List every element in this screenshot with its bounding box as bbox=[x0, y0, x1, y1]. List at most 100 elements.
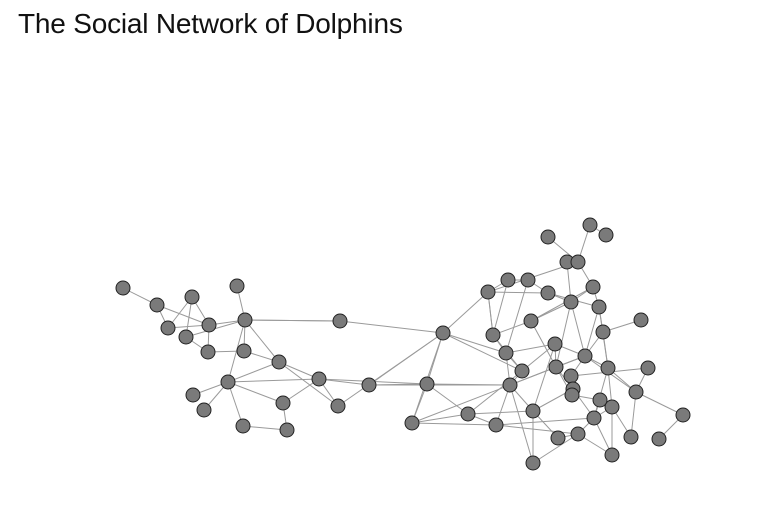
dolphin-node bbox=[598, 227, 614, 243]
dolphin-node bbox=[540, 229, 556, 245]
dolphin-node bbox=[237, 312, 253, 328]
dolphin-node bbox=[160, 320, 176, 336]
dolphin-node bbox=[604, 447, 620, 463]
dolphin-node bbox=[404, 415, 420, 431]
edge bbox=[227, 378, 320, 383]
dolphin-node bbox=[600, 360, 616, 376]
edge bbox=[411, 413, 469, 424]
dolphin-node bbox=[592, 392, 608, 408]
node-layer bbox=[115, 217, 691, 471]
edge bbox=[227, 381, 284, 404]
edge bbox=[244, 319, 341, 322]
dolphin-node bbox=[520, 272, 536, 288]
dolphin-node bbox=[675, 407, 691, 423]
dolphin-node bbox=[460, 406, 476, 422]
edge bbox=[426, 332, 444, 385]
edge bbox=[530, 320, 557, 368]
edge bbox=[244, 319, 280, 363]
dolphin-node bbox=[514, 363, 530, 379]
dolphin-node bbox=[563, 368, 579, 384]
dolphin-node bbox=[184, 289, 200, 305]
edge bbox=[411, 384, 511, 424]
dolphin-node bbox=[149, 297, 165, 313]
dolphin-node bbox=[651, 431, 667, 447]
edge bbox=[467, 370, 523, 415]
edge bbox=[505, 279, 529, 354]
edge bbox=[584, 306, 600, 357]
edge bbox=[505, 343, 556, 354]
dolphin-node bbox=[229, 278, 245, 294]
dolphin-node bbox=[361, 377, 377, 393]
dolphin-node bbox=[201, 317, 217, 333]
dolphin-node bbox=[577, 348, 593, 364]
edge bbox=[495, 424, 579, 435]
edge bbox=[532, 433, 579, 464]
edge bbox=[530, 286, 594, 322]
dolphin-node bbox=[604, 399, 620, 415]
dolphin-node bbox=[525, 403, 541, 419]
dolphin-node bbox=[595, 324, 611, 340]
dolphin-node bbox=[563, 294, 579, 310]
edge bbox=[509, 366, 557, 386]
edge bbox=[630, 391, 637, 438]
dolphin-node bbox=[523, 313, 539, 329]
dolphin-node bbox=[628, 384, 644, 400]
dolphin-node bbox=[330, 398, 346, 414]
edge bbox=[156, 304, 210, 326]
edge bbox=[487, 291, 549, 294]
dolphin-node bbox=[279, 422, 295, 438]
dolphin-node bbox=[550, 430, 566, 446]
dolphin-node bbox=[591, 299, 607, 315]
dolphin-node bbox=[500, 272, 516, 288]
dolphin-node bbox=[548, 359, 564, 375]
edge bbox=[227, 361, 280, 383]
dolphin-node bbox=[115, 280, 131, 296]
edge bbox=[426, 383, 469, 415]
dolphin-node bbox=[586, 410, 602, 426]
dolphin-node bbox=[480, 284, 496, 300]
dolphin-node bbox=[525, 455, 541, 471]
dolphin-node bbox=[633, 312, 649, 328]
page-title: The Social Network of Dolphins bbox=[18, 8, 403, 39]
dolphin-node bbox=[311, 371, 327, 387]
edge bbox=[442, 291, 489, 334]
dolphin-node bbox=[200, 344, 216, 360]
edge bbox=[318, 378, 370, 386]
dolphin-node bbox=[640, 360, 656, 376]
edge bbox=[532, 343, 556, 412]
dolphin-node bbox=[235, 418, 251, 434]
dolphin-node bbox=[435, 325, 451, 341]
dolphin-node bbox=[185, 387, 201, 403]
dolphin-node bbox=[220, 374, 236, 390]
edge bbox=[442, 332, 507, 354]
edge bbox=[570, 301, 586, 357]
dolphin-node bbox=[540, 285, 556, 301]
dolphin-node bbox=[485, 327, 501, 343]
edge bbox=[278, 361, 339, 407]
edge bbox=[339, 320, 444, 334]
dolphin-node bbox=[196, 402, 212, 418]
dolphin-node bbox=[564, 387, 580, 403]
dolphin-node bbox=[236, 343, 252, 359]
dolphin-node bbox=[547, 336, 563, 352]
edge bbox=[411, 422, 497, 426]
dolphin-node bbox=[275, 395, 291, 411]
edge bbox=[509, 384, 534, 464]
dolphin-node bbox=[502, 377, 518, 393]
edge bbox=[495, 417, 595, 426]
edge bbox=[368, 332, 444, 386]
edge-layer bbox=[122, 224, 684, 464]
edge bbox=[227, 381, 244, 427]
edge bbox=[492, 279, 509, 336]
dolphin-node bbox=[570, 254, 586, 270]
dolphin-node bbox=[332, 313, 348, 329]
dolphin-node bbox=[271, 354, 287, 370]
edge bbox=[442, 332, 523, 372]
edge bbox=[426, 383, 511, 386]
dolphin-node bbox=[498, 345, 514, 361]
dolphin-node bbox=[582, 217, 598, 233]
edge bbox=[555, 301, 572, 368]
dolphin-node bbox=[419, 376, 435, 392]
edge bbox=[635, 391, 684, 416]
